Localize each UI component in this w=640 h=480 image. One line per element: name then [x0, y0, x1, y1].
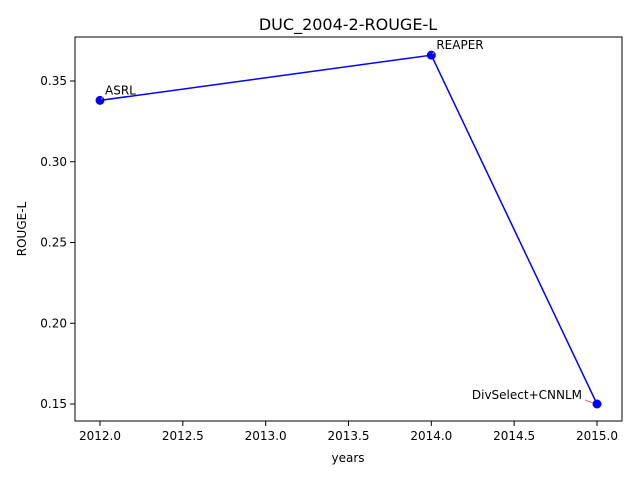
data-point-label: DivSelect+CNNLM: [472, 388, 582, 402]
x-tick-label: 2012.0: [79, 429, 121, 443]
y-tick-label: 0.30: [40, 155, 67, 169]
x-tick-label: 2014.5: [493, 429, 535, 443]
data-point: [95, 95, 105, 105]
annotation-arrow: [431, 51, 435, 55]
x-tick-label: 2013.5: [328, 429, 370, 443]
chart-title: DUC_2004-2-ROUGE-L: [259, 15, 437, 35]
series-layer: ASRL REAPER DivSelect+CNNLM: [95, 38, 602, 409]
plot-frame: [74, 36, 623, 422]
y-tick-label: 0.15: [40, 397, 67, 411]
data-point: [426, 50, 436, 60]
x-tick-label: 2012.5: [162, 429, 204, 443]
series-line: [99, 54, 598, 405]
x-axis-label: years: [331, 451, 364, 465]
y-tick-label: 0.20: [40, 316, 67, 330]
x-tick-label: 2013.0: [245, 429, 287, 443]
y-tick-label: 0.35: [40, 74, 67, 88]
y-axis-label: ROUGE-L: [15, 201, 29, 256]
x-tick-label: 2014.0: [410, 429, 452, 443]
data-point-label: ASRL: [105, 83, 136, 97]
data-point-label: REAPER: [436, 38, 483, 52]
annotation-arrow: [100, 97, 104, 100]
annotation-arrow: [584, 399, 594, 404]
y-tick-label: 0.25: [40, 236, 67, 250]
x-tick-label: 2015.0: [576, 429, 618, 443]
x-axis: 2012.0 2012.5 2013.0 2013.5 2014.0 2014.5 2015…: [79, 421, 618, 443]
data-point: [592, 399, 602, 409]
y-axis: 0.15 0.20 0.25 0.30 0.35: [40, 74, 75, 411]
